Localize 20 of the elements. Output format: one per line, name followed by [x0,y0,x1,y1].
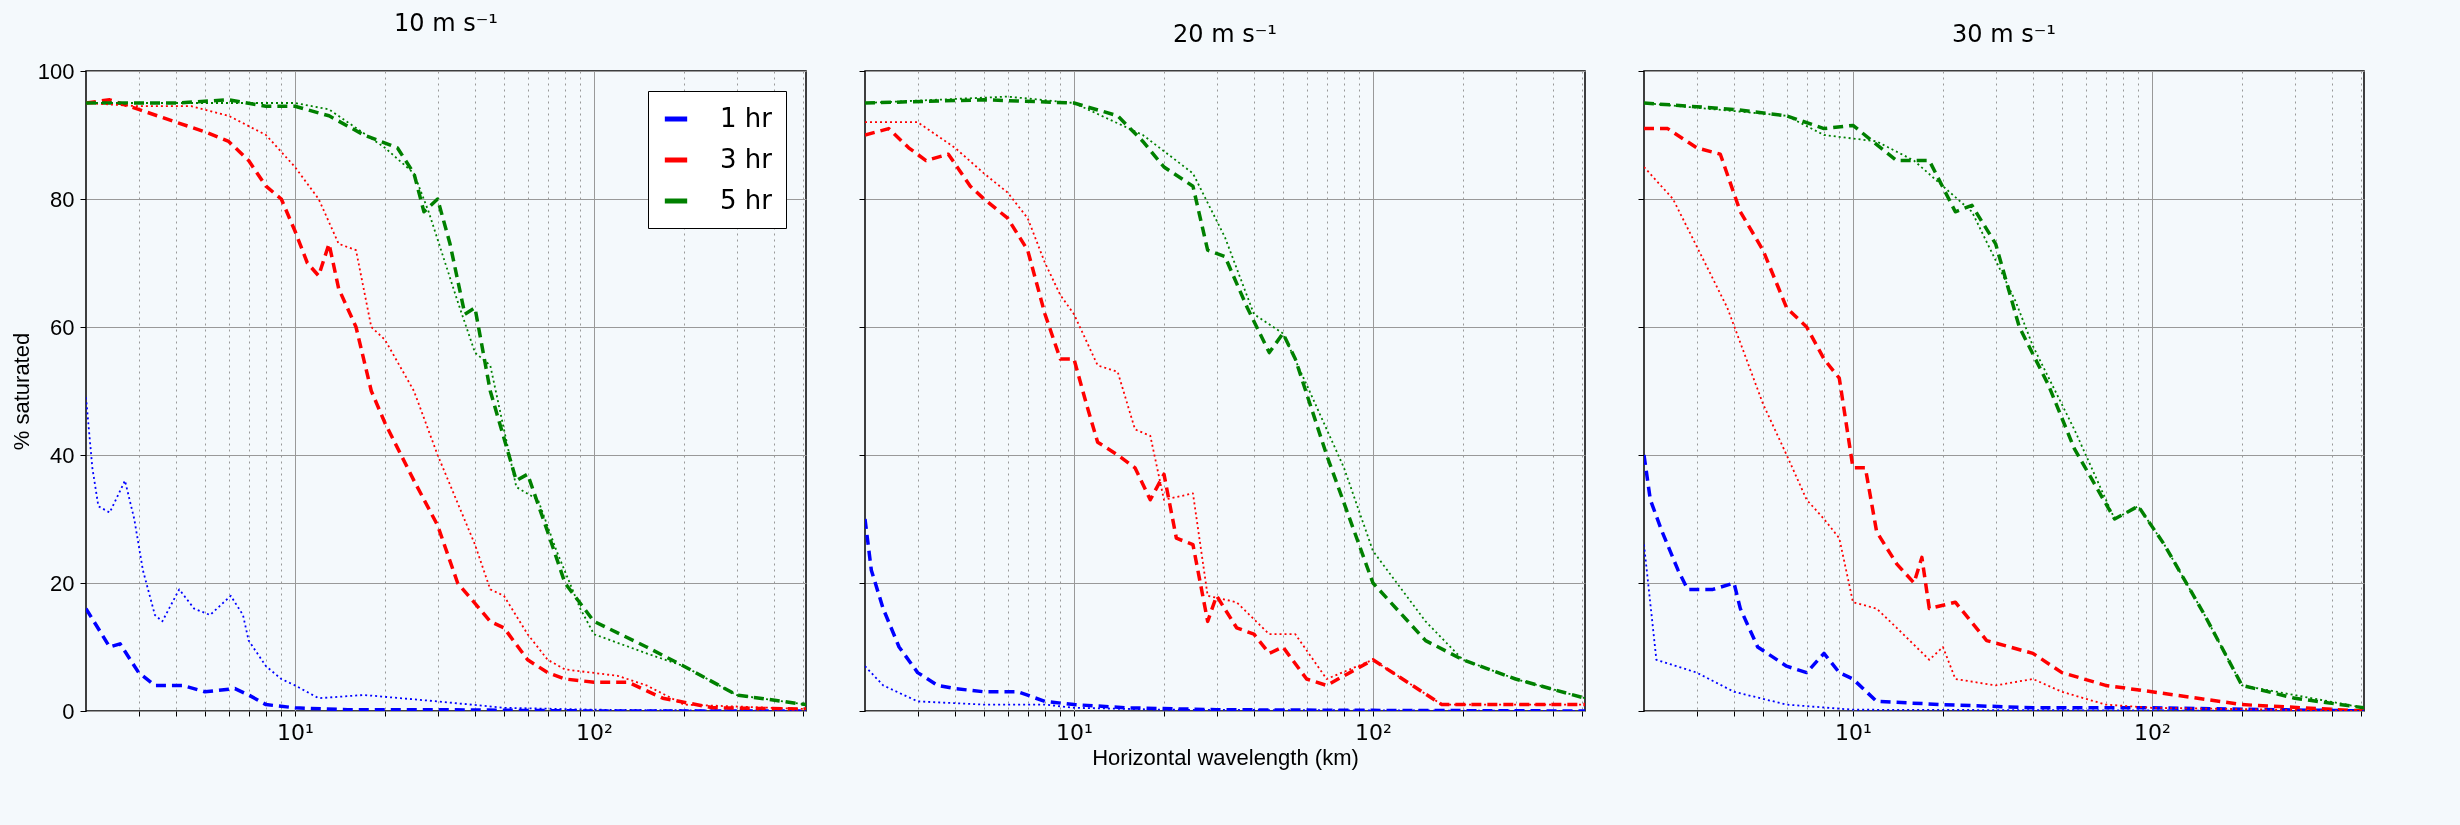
x-tick-label: 10² [2134,719,2171,745]
x-tick-label: 10² [576,719,613,745]
x-axis-title: Horizontal wavelength (km) [1092,744,1359,770]
chart-title: 10 m s⁻¹ [394,9,498,37]
y-tick-label: 80 [50,186,75,212]
x-tick-label: 10¹ [277,719,314,745]
y-tick-label: 20 [50,570,75,596]
y-tick-label: 100 [37,58,75,84]
y-tick-label: 40 [50,442,75,468]
legend-label: 1 hr [720,103,773,133]
y-axis-title: % saturated [8,332,34,451]
y-tick-label: 60 [50,314,75,340]
x-tick-label: 10¹ [1835,719,1872,745]
chart-title: 20 m s⁻¹ [1173,19,1277,48]
y-tick-label: 0 [62,698,75,724]
x-tick-label: 10¹ [1056,719,1093,745]
legend-label: 5 hr [720,185,773,215]
legend-label: 3 hr [720,144,773,174]
chart-title: 30 m s⁻¹ [1952,19,2056,48]
x-tick-label: 10² [1355,719,1392,745]
